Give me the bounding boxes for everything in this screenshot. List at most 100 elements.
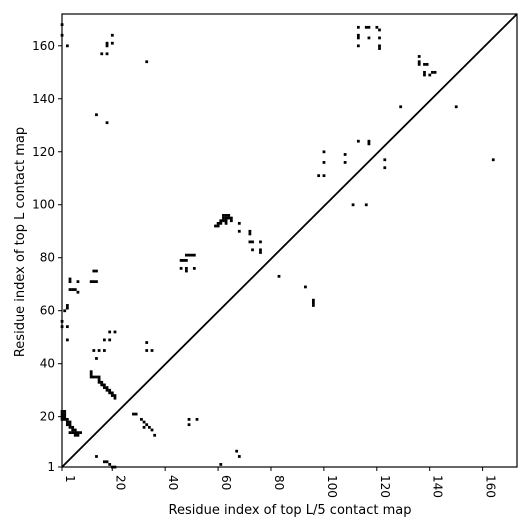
contact-point-upper [222, 219, 225, 223]
contact-point-upper [65, 338, 69, 342]
contact-point-lower [132, 412, 135, 416]
contact-point-upper [259, 248, 262, 252]
contact-point-upper [216, 221, 220, 225]
contact-point-upper [97, 380, 101, 384]
contact-point-upper [417, 63, 421, 66]
contact-point-upper [95, 280, 98, 284]
contact-point-upper [100, 383, 104, 387]
contact-point-upper [145, 341, 149, 344]
contact-point-lower [150, 428, 154, 432]
contact-point-upper [187, 253, 191, 257]
contact-point-upper [224, 221, 228, 225]
contact-point-upper [65, 325, 69, 329]
contact-point-upper [113, 394, 117, 397]
contact-point-upper [76, 290, 80, 294]
contact-point-upper [179, 259, 183, 262]
contact-point-upper [417, 60, 421, 64]
contact-point-upper [423, 73, 426, 77]
y-tick-label: 140 [32, 92, 55, 106]
contact-point-lower [63, 417, 67, 421]
contact-point-upper [113, 396, 117, 400]
contact-point-upper [423, 70, 426, 74]
contact-point-lower [73, 433, 77, 437]
contact-point-upper [417, 55, 421, 58]
contact-point-lower [76, 433, 80, 437]
contact-point-lower [73, 428, 77, 432]
diagonal-line [61, 13, 518, 468]
contact-point-upper [311, 298, 315, 302]
contact-point-upper [229, 216, 233, 220]
contact-point-lower [108, 463, 112, 466]
contact-point-upper [322, 161, 326, 164]
contact-point-upper [222, 214, 225, 217]
contact-point-lower [63, 412, 67, 416]
contact-point-lower [68, 420, 72, 424]
contact-point-lower [68, 425, 72, 429]
contact-point-upper [227, 214, 231, 217]
contact-point-upper [185, 259, 188, 262]
contact-point-lower [237, 455, 241, 458]
contact-point-upper [92, 280, 96, 284]
contact-point-lower [65, 423, 69, 427]
contact-point-upper [367, 36, 371, 40]
contact-point-upper [399, 105, 403, 109]
contact-point-upper [185, 253, 188, 257]
contact-point-lower [134, 412, 138, 416]
contact-point-upper [224, 216, 228, 220]
contact-point-upper [219, 219, 223, 223]
contact-point-upper [65, 304, 69, 307]
contact-point-upper [322, 150, 326, 154]
contact-point-upper [356, 25, 360, 29]
y-tick-label: 160 [32, 39, 55, 53]
contact-point-upper [433, 70, 437, 74]
y-tick-label: 60 [40, 304, 55, 318]
contact-point-lower [105, 460, 109, 464]
contact-point-upper [248, 240, 252, 244]
contact-point-upper [356, 36, 360, 40]
x-tick-label: 40 [166, 475, 180, 490]
contact-point-upper [367, 25, 371, 29]
contact-point-lower [147, 425, 151, 429]
contact-point-upper [103, 338, 106, 342]
contact-point-upper [105, 388, 109, 392]
contact-point-upper [428, 73, 432, 77]
y-axis-label: Residue index of top L contact map [13, 127, 28, 357]
contact-point-lower [187, 423, 191, 427]
contact-point-upper [454, 105, 458, 109]
contact-point-upper [108, 330, 112, 334]
contact-point-lower [63, 410, 67, 413]
contact-point-upper [65, 44, 69, 48]
contact-point-upper [63, 309, 67, 313]
contact-point-upper [103, 349, 106, 352]
contact-point-upper [145, 349, 149, 352]
contact-point-upper [76, 280, 80, 284]
contact-point-upper [222, 216, 225, 220]
contact-point-upper [304, 285, 307, 289]
contact-point-lower [65, 420, 69, 424]
contact-point-upper [89, 370, 93, 374]
contact-point-upper [110, 33, 114, 37]
contact-point-upper [185, 269, 188, 273]
x-tick-label: 80 [272, 475, 286, 490]
contact-point-lower [103, 460, 106, 464]
contact-point-upper [251, 248, 254, 252]
contact-point-upper [237, 221, 241, 225]
contact-point-upper [192, 266, 196, 270]
contact-point-upper [179, 266, 183, 270]
x-tick-label: 160 [484, 475, 498, 498]
x-tick-label: 100 [325, 475, 339, 498]
contact-point-upper [95, 113, 98, 117]
contact-point-lower [95, 455, 98, 458]
contact-point-upper [110, 391, 114, 395]
contact-point-upper [259, 251, 262, 254]
contact-point-lower [65, 417, 69, 421]
contact-point-upper [192, 253, 196, 257]
contact-point-upper [108, 388, 112, 392]
contact-point-upper [216, 224, 220, 228]
contact-point-upper [68, 280, 72, 284]
contact-point-upper [251, 240, 254, 244]
contact-point-upper [92, 349, 96, 352]
contact-point-lower [145, 423, 149, 427]
y-tick-label: 1 [47, 460, 55, 474]
